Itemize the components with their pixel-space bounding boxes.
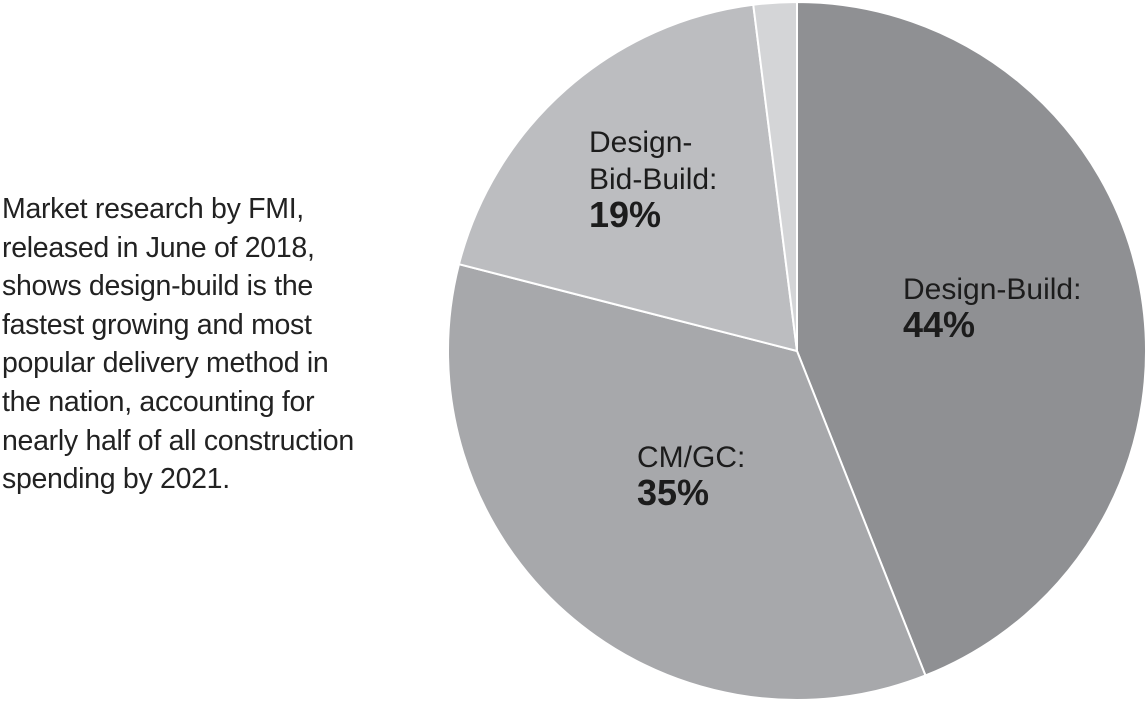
pie-slice-design-build	[796, 1, 1147, 677]
caption-text: Market research by FMI, released in June…	[2, 190, 402, 499]
caption-line: fastest growing and most	[2, 308, 312, 341]
caption-line: released in June of 2018,	[2, 231, 315, 264]
pie-labels: Design-Build: 44% CM/GC: 35% Design- Bid-Buil…	[589, 126, 1081, 513]
slice-value-label: 44%	[903, 304, 975, 345]
slice-label-text: Design-Build:	[903, 273, 1081, 306]
slice-label-text: Bid-Build:	[589, 163, 717, 196]
slice-label-cm-gc: CM/GC: 35%	[637, 441, 745, 513]
slice-value-label: 19%	[589, 194, 661, 235]
slice-value-label: 35%	[637, 472, 709, 513]
caption-line: nearly half of all construction	[2, 424, 354, 457]
slice-label-text: Design-	[589, 126, 692, 159]
pie-slice-cm-gc	[447, 263, 927, 701]
pie-slice-design-bid-build	[457, 3, 798, 352]
slice-label-text: CM/GC:	[637, 441, 745, 474]
slice-label-design-build: Design-Build: 44%	[903, 273, 1081, 345]
caption-line: the nation, accounting for	[2, 385, 315, 418]
pie-slice-other	[752, 1, 798, 352]
slice-label-design-bid-build: Design- Bid-Build: 19%	[589, 126, 717, 235]
caption-line: spending by 2021.	[2, 463, 230, 496]
caption-line: shows design-build is the	[2, 270, 313, 303]
caption-line: popular delivery method in	[2, 347, 329, 380]
caption-line: Market research by FMI,	[2, 193, 304, 225]
pie-slices	[447, 1, 1147, 701]
